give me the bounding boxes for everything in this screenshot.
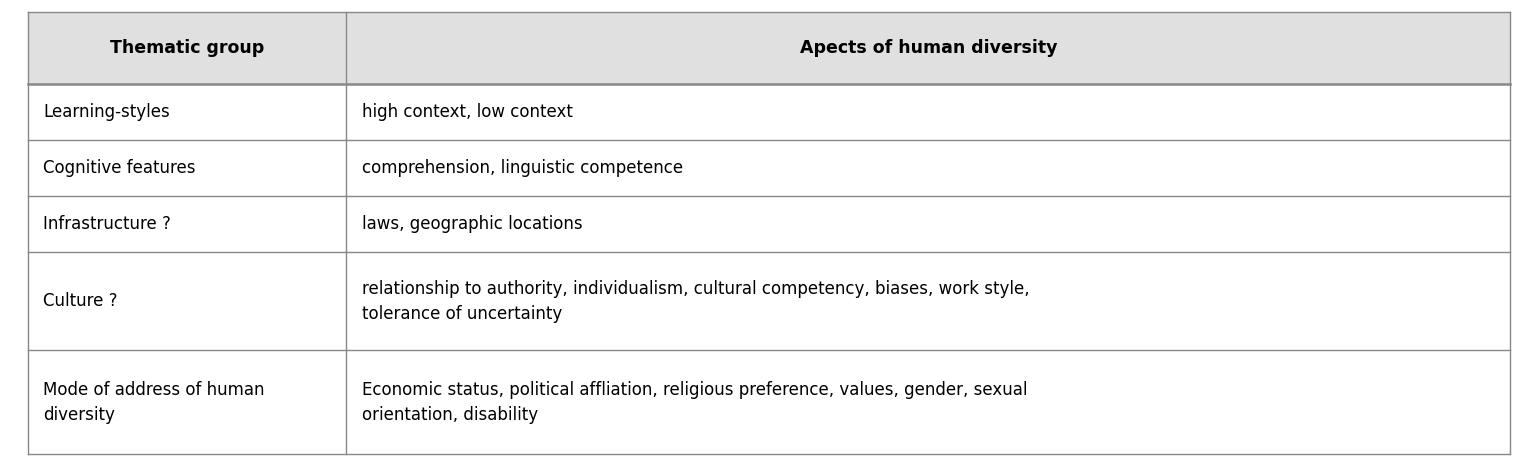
Bar xyxy=(346,350,1510,454)
Bar xyxy=(28,196,346,253)
Text: laws, geographic locations: laws, geographic locations xyxy=(361,215,583,233)
Bar xyxy=(346,140,1510,196)
Text: Economic status, political affliation, religious preference, values, gender, sex: Economic status, political affliation, r… xyxy=(361,381,1027,424)
Text: relationship to authority, individualism, cultural competency, biases, work styl: relationship to authority, individualism… xyxy=(361,280,1029,322)
Bar xyxy=(28,12,346,84)
Text: Culture ?: Culture ? xyxy=(43,292,117,310)
Text: Infrastructure ?: Infrastructure ? xyxy=(43,215,171,233)
Bar xyxy=(346,196,1510,253)
Bar xyxy=(346,84,1510,140)
Bar xyxy=(28,84,346,140)
Text: Thematic group: Thematic group xyxy=(109,39,265,57)
Text: Cognitive features: Cognitive features xyxy=(43,159,195,177)
Bar xyxy=(28,253,346,350)
Text: Apects of human diversity: Apects of human diversity xyxy=(800,39,1057,57)
Text: Mode of address of human
diversity: Mode of address of human diversity xyxy=(43,381,265,424)
Bar xyxy=(346,253,1510,350)
Text: high context, low context: high context, low context xyxy=(361,103,572,121)
Bar xyxy=(28,140,346,196)
Bar xyxy=(346,12,1510,84)
Text: comprehension, linguistic competence: comprehension, linguistic competence xyxy=(361,159,683,177)
Bar xyxy=(28,350,346,454)
Text: Learning-styles: Learning-styles xyxy=(43,103,169,121)
